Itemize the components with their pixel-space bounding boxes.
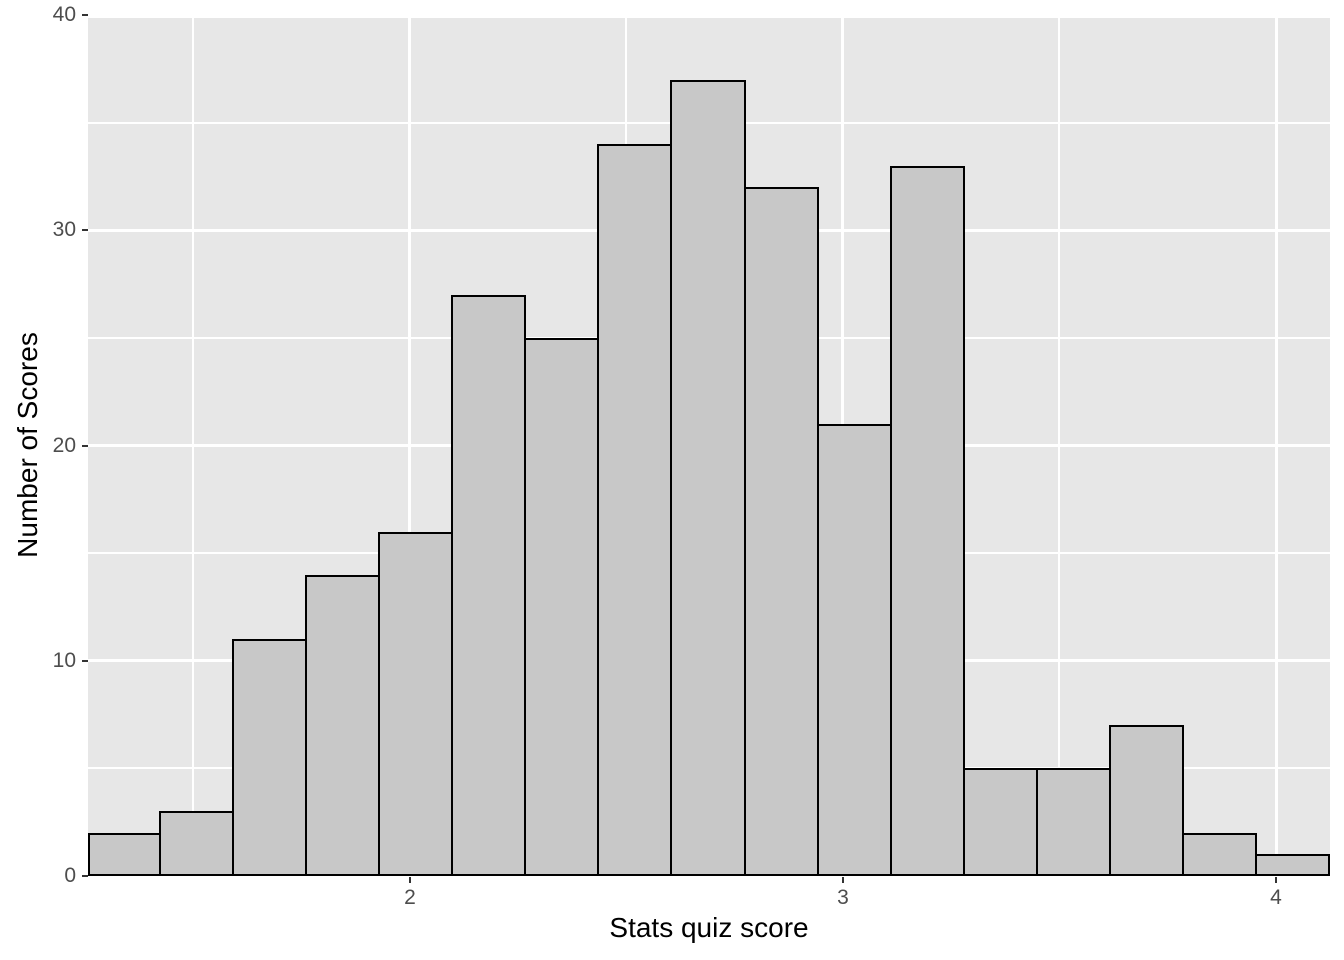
histogram-bar [889,165,965,876]
y-tick-label: 30 [52,218,76,242]
x-axis-tick [408,877,411,883]
y-major-gridline [88,15,1330,18]
x-major-gridline [1274,15,1278,876]
histogram-bar [597,144,673,876]
y-tick-label: 20 [52,433,76,457]
histogram-bar [670,79,746,876]
histogram-bar [1181,832,1257,876]
histogram-bar [524,337,600,876]
y-axis-tick [82,659,88,662]
x-axis-tick [841,877,844,883]
x-axis-title: Stats quiz score [609,912,809,943]
x-major-gridline [408,15,412,876]
y-tick-label: 10 [52,648,76,672]
x-tick-label: 2 [404,886,416,909]
histogram-bar [962,768,1038,876]
y-axis-tick [82,444,88,447]
histogram-bar [451,294,527,876]
y-axis-tick [82,875,88,877]
x-tick-label: 4 [1270,886,1282,909]
y-axis-tick [82,14,88,16]
y-axis-tick [82,229,88,232]
histogram-bar [1254,854,1330,876]
histogram-bar [88,832,162,876]
y-tick-label: 40 [52,3,76,26]
histogram-bar [305,574,381,876]
histogram-bar [816,423,892,876]
histogram-bar [159,811,235,876]
histogram-bar [1035,768,1111,876]
y-tick-label: 0 [64,864,76,887]
plot-panel [88,15,1330,876]
histogram-bar [378,531,454,876]
x-axis-tick [1275,877,1277,883]
histogram-bar [743,187,819,876]
histogram-bar [1108,725,1184,876]
x-tick-label: 3 [837,886,849,909]
histogram-bar [232,639,308,876]
